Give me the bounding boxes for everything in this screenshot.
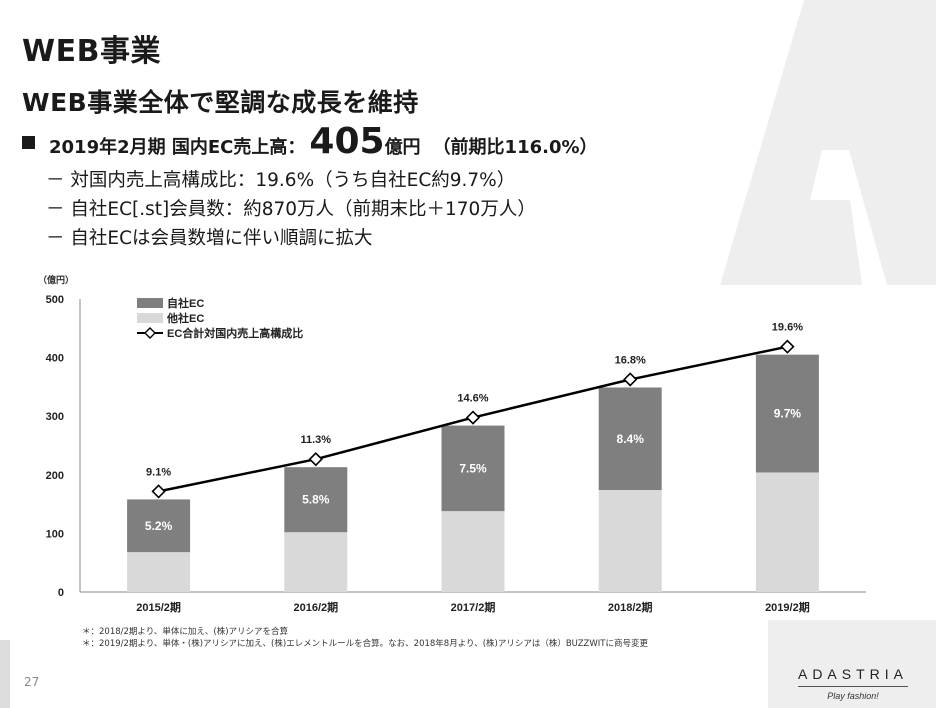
bar-own-ec-label: 7.5% [459,461,487,475]
x-tick-label: 2019/2期 [765,600,810,614]
y-tick-label: 300 [46,411,64,423]
bar-other-ec [755,472,819,592]
bar-other-ec [441,511,505,592]
x-tick-label: 2018/2期 [608,600,653,614]
headline-prefix: 2019年2月期 国内EC売上高： [49,137,306,158]
bar-own-ec-label: 5.2% [145,519,173,533]
key-point-members: － 自社EC[.st]会員数：約870万人（前期末比＋170万人） [46,199,536,220]
bar-own-ec-label: 5.8% [302,493,330,507]
legend-label-line: EC合計対国内売上高構成比 [167,326,303,340]
line-point-label: 16.8% [615,354,646,366]
legend-label-own-ec: 自社EC [167,296,204,310]
legend-swatch-own-ec [137,298,163,308]
left-accent-strip [0,640,10,708]
line-marker [465,410,481,425]
footnote-2: ＊：2019/2期より、単体・(株)アリシアに加え、(株)エレメントルールを合算… [82,639,648,649]
line-point-label: 9.1% [146,466,171,478]
bar-own-ec [755,354,819,473]
footnote-1: ＊：2018/2期より、単体に加え、(株)アリシアを合算 [82,627,289,637]
line-point-label: 19.6% [772,322,803,334]
legend-swatch-other-ec [137,313,163,323]
key-point-growth: － 自社ECは会員数増に伴い順調に拡大 [46,228,373,249]
y-tick-label: 0 [58,587,64,599]
logo-text: ADASTRIA [797,666,908,687]
page-title: WEB事業 [22,34,161,69]
line-point-label: 11.3% [301,434,332,446]
y-tick-label: 100 [46,528,64,540]
x-tick-label: 2017/2期 [451,600,496,614]
x-tick-label: 2016/2期 [293,600,338,614]
key-points: － 対国内売上高構成比：19.6%（うち自社EC約9.7%） － 自社EC[.s… [46,166,536,253]
legend-label-other-ec: 他社EC [166,311,204,325]
headline-unit: 億円 [384,137,421,158]
legend-line-marker [144,327,156,339]
y-tick-label: 200 [46,470,64,482]
bar-own-ec [127,499,191,553]
x-tick-label: 2015/2期 [136,600,181,614]
bar-own-ec [598,387,662,491]
bullet-square-icon [22,135,35,149]
bar-other-ec [127,552,191,592]
line-marker [623,372,638,387]
line-marker [151,484,166,499]
logo-tagline: Play fashion! [827,691,879,701]
key-point-share: － 対国内売上高構成比：19.6%（うち自社EC約9.7%） [46,170,516,191]
y-tick-label: 400 [46,353,64,365]
ec-sales-chart: （億円） 0 100 200 300 400 500 5.2% 2015/2期 5.8% 2016/… [38,274,866,614]
line-marker [308,452,323,467]
y-tick-label: 500 [46,294,64,306]
line-point-label: 14.6% [457,393,488,405]
line-marker [780,339,795,354]
bar-other-ec [598,490,662,592]
bar-own-ec [284,467,348,533]
bar-own-ec-label: 9.7% [774,407,802,421]
bar-own-ec [441,425,505,512]
headline: 2019年2月期 国内EC売上高： 405 億円 （前期比116.0%） [22,124,598,160]
bar-own-ec-label: 8.4% [617,432,645,446]
page-subtitle: WEB事業全体で堅調な成長を維持 [22,88,419,117]
brand-logo: ADASTRIA Play fashion! [778,664,928,701]
bar-other-ec [284,532,348,592]
headline-value: 405 [309,121,385,162]
y-axis-unit: （億円） [38,274,74,285]
headline-yoy: （前期比116.0%） [432,137,598,158]
page-number: 27 [24,675,40,689]
footnotes: ＊：2018/2期より、単体に加え、(株)アリシアを合算 ＊：2019/2期より… [82,626,648,650]
